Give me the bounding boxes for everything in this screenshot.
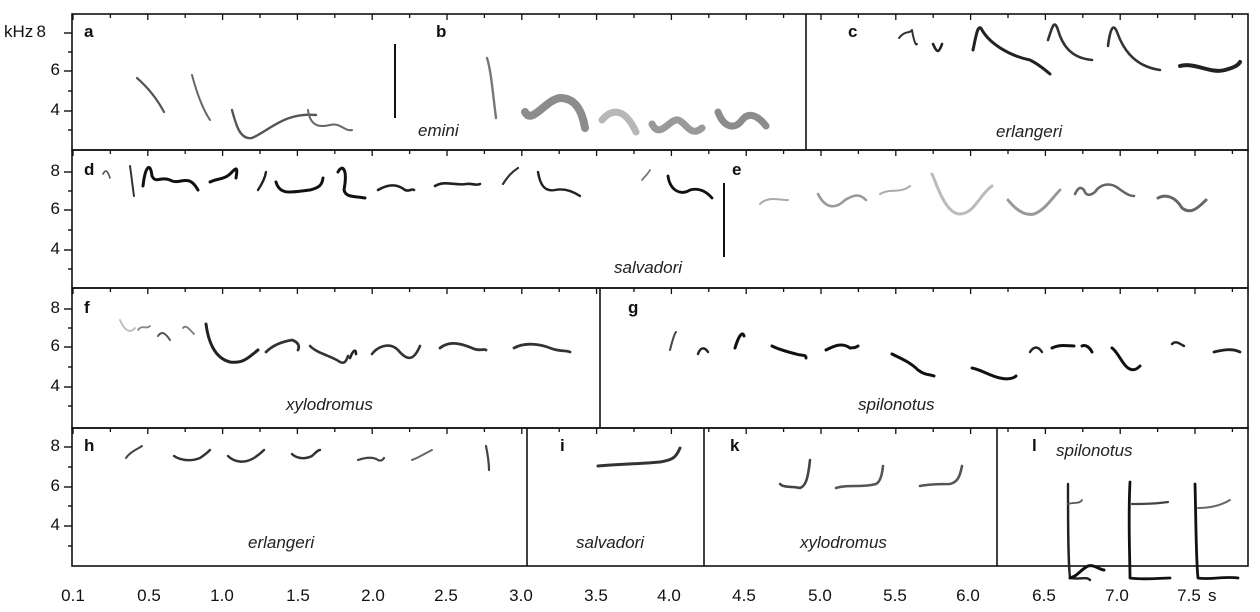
y-unit-label: kHz (4, 22, 34, 41)
y-tick-label: 8 (50, 436, 60, 455)
x-tick-label: 6.5 (1032, 586, 1056, 605)
panel-letter-e: e (732, 160, 742, 179)
panel-letter-h: h (84, 436, 95, 455)
species-label-erlangeri-h: erlangeri (248, 533, 315, 552)
x-tick-label: 7.5 (1177, 586, 1201, 605)
panel-letter-b: b (436, 22, 447, 41)
panel-letter-a: a (84, 22, 94, 41)
x-tick-label: 2.5 (434, 586, 458, 605)
species-label-xylodromus-f: xylodromus (286, 395, 373, 414)
row4-frame (71, 427, 1249, 567)
species-label-spilonotus-l: spilonotus (1056, 441, 1133, 460)
x-unit-label: s (1208, 586, 1217, 605)
x-tick-label: 3.0 (509, 586, 533, 605)
species-label-erlangeri-c: erlangeri (996, 122, 1063, 141)
y-tick-label: 6 (50, 199, 60, 218)
y-tick-label: 8 (36, 22, 46, 41)
x-tick-label: 1.0 (210, 586, 234, 605)
x-tick-label: 2.0 (361, 586, 385, 605)
panel-letter-d: d (84, 160, 95, 179)
y-tick-label: 8 (50, 298, 60, 317)
species-label-emini: emini (418, 121, 459, 140)
x-tick-label: 6.0 (956, 586, 980, 605)
panel-letter-f: f (84, 298, 90, 317)
species-label-xylodromus-k: xylodromus (800, 533, 887, 552)
panel-letter-c: c (848, 22, 858, 41)
x-tick-label: 1.5 (286, 586, 310, 605)
y-tick-label: 6 (50, 60, 60, 79)
species-label-salvadori-i: salvadori (576, 533, 645, 552)
x-tick-label: 0.5 (137, 586, 161, 605)
species-label-spilonotus-g: spilonotus (858, 395, 935, 414)
x-tick-label: 5.5 (883, 586, 907, 605)
panel-letter-i: i (560, 436, 565, 455)
x-tick-label: 5.0 (808, 586, 832, 605)
panel-letter-k: k (730, 436, 740, 455)
y-tick-label: 4 (50, 376, 60, 395)
x-tick-label: 3.5 (584, 586, 608, 605)
x-tick-label: 0.1 (61, 586, 85, 605)
panel-letter-g: g (628, 298, 639, 317)
x-tick-label: 4.0 (657, 586, 681, 605)
species-label-salvadori-d: salvadori (614, 258, 683, 277)
y-tick-label: 4 (50, 239, 60, 258)
y-tick-label: 4 (50, 100, 60, 119)
panel-letter-l: l (1032, 436, 1037, 455)
x-tick-label: 4.5 (732, 586, 756, 605)
y-tick-label: 6 (50, 476, 60, 495)
x-tick-label: 7.0 (1105, 586, 1129, 605)
y-tick-label: 4 (50, 515, 60, 534)
y-tick-label: 8 (50, 161, 60, 180)
y-tick-label: 6 (50, 336, 60, 355)
